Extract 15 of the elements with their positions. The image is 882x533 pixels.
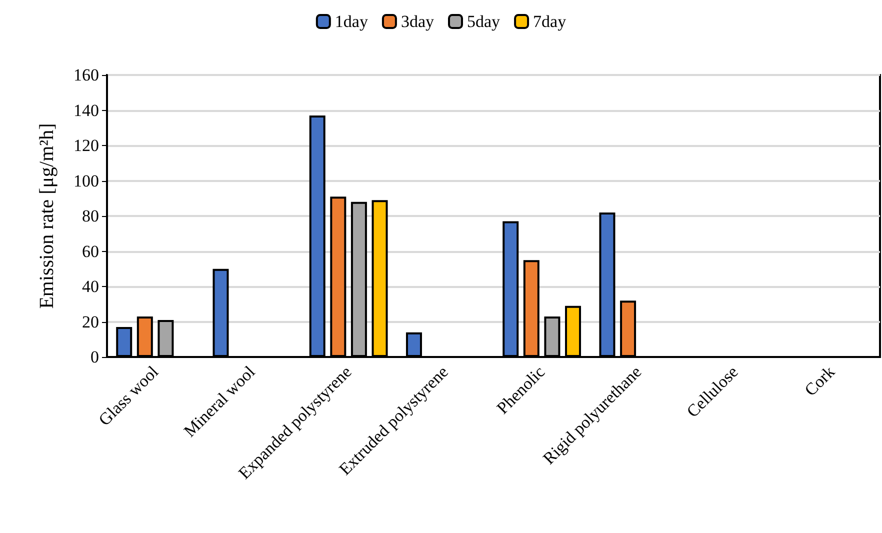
y-tick-label: 60 [82, 242, 99, 261]
y-tick-label: 40 [82, 277, 99, 296]
y-tick-label: 160 [74, 66, 99, 84]
y-axis-title: Emission rate [μg/m²h] [36, 123, 58, 309]
x-tick-label: Cork [800, 362, 839, 400]
legend-label: 5day [467, 12, 501, 31]
y-tick-label: 0 [90, 348, 99, 366]
legend-label: 3day [400, 12, 434, 31]
y-tick-label: 80 [82, 206, 99, 226]
legend-label: 1day [334, 12, 368, 31]
y-tick-label: 140 [74, 100, 99, 120]
y-tick-label: 20 [82, 312, 99, 332]
legend-label: 7day [533, 12, 567, 31]
y-tick-label: 120 [74, 136, 99, 155]
y-tick-label: 100 [74, 171, 99, 190]
